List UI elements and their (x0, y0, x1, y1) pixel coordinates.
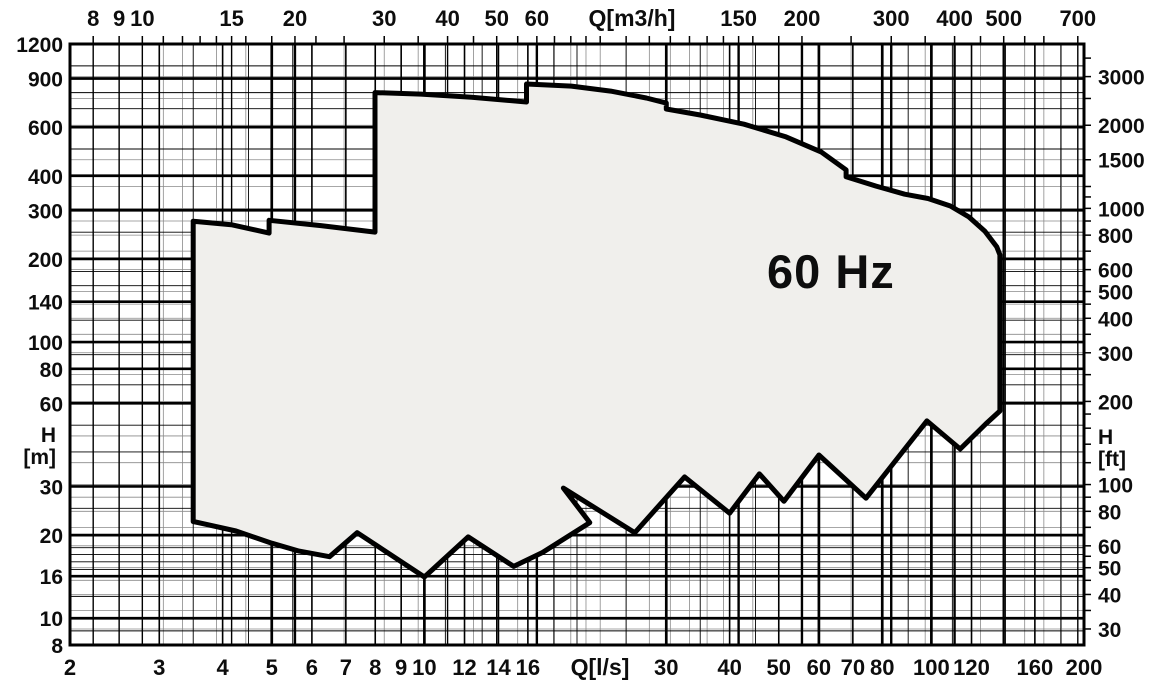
axis-tick-label: 300 (873, 6, 910, 31)
axis-tick-label: 80 (870, 655, 894, 680)
axis-tick-label: 120 (953, 655, 990, 680)
axis-tick-label: 200 (784, 6, 821, 31)
axis-tick-label: 1500 (1098, 150, 1145, 173)
top-axis-ticks (92, 36, 1079, 44)
axis-tick-label: 5 (266, 655, 278, 680)
axis-tick-label: 80 (40, 359, 63, 382)
left-axis-labels: 1200 900 600 400 300 200 140 100 80 60 30 20 16 10 8 H[… (16, 34, 63, 658)
axis-tick-label: 200 (1066, 655, 1103, 680)
axis-tick-label: 9 (395, 655, 407, 680)
axis-tick-label: 400 (1098, 308, 1133, 331)
axis-tick-label: 3000 (1098, 67, 1145, 90)
axis-tick-label: 3 (153, 655, 165, 680)
axis-tick-label: 100 (913, 655, 950, 680)
axis-tick-label: 800 (1098, 225, 1133, 248)
axis-tick-label: 500 (1098, 282, 1133, 305)
axis-tick-label: 500 (985, 6, 1022, 31)
axis-tick-label: 70 (841, 655, 865, 680)
axis-tick-label: 10 (130, 6, 154, 31)
pump-envelope-region (190, 81, 1003, 580)
axis-tick-label: 80 (1098, 501, 1121, 524)
axis-tick-label: 30 (40, 476, 63, 499)
axis-tick-label: 300 (1098, 343, 1133, 366)
right-axis-title: H (1098, 426, 1113, 449)
top-axis-labels: 8 9 10 15 20 30 40 50 60 150 200 300 400 500 700 Q[m3/h… (87, 5, 1096, 31)
axis-tick-label: 60 (1098, 536, 1121, 559)
axis-tick-label: 4 (216, 655, 229, 680)
axis-tick-label: 50 (1098, 558, 1121, 581)
axis-tick-label: 400 (28, 166, 63, 189)
axis-tick-label: 700 (1059, 6, 1096, 31)
axis-tick-label: 600 (28, 117, 63, 140)
left-axis-title: H (41, 424, 56, 447)
axis-tick-label: 1000 (1098, 198, 1145, 221)
axis-tick-label: 60 (525, 6, 549, 31)
axis-tick-label: 160 (1017, 655, 1054, 680)
axis-tick-label: 100 (1098, 475, 1133, 498)
axis-tick-label: 300 (28, 200, 63, 223)
axis-tick-label: 8 (369, 655, 381, 680)
axis-tick-label: 30 (654, 655, 678, 680)
axis-tick-label: 50 (484, 6, 508, 31)
axis-tick-label: 1200 (16, 34, 63, 57)
axis-tick-label: 40 (717, 655, 741, 680)
axis-tick-label: 40 (435, 6, 459, 31)
axis-tick-label: 60 (807, 655, 831, 680)
axis-tick-label: 150 (720, 6, 757, 31)
right-axis-ticks (1084, 57, 1091, 630)
axis-tick-label: 60 (40, 393, 63, 416)
axis-tick-label: 7 (340, 655, 352, 680)
right-axis-title: [ft] (1098, 448, 1126, 471)
axis-tick-label: 2 (64, 655, 76, 680)
axis-tick-label: 200 (28, 249, 63, 272)
axis-tick-label: 600 (1098, 260, 1133, 283)
axis-tick-label: 30 (372, 6, 396, 31)
axis-tick-label: 12 (452, 655, 476, 680)
axis-tick-label: 9 (113, 6, 125, 31)
axis-tick-label: 200 (1098, 391, 1133, 414)
left-axis-title: [m] (23, 446, 56, 469)
axis-tick-label: 6 (306, 655, 318, 680)
axis-tick-label: 20 (283, 6, 307, 31)
bottom-axis-labels: 2 3 4 5 6 7 8 9 10 12 14 16 30 40 50 60 70 80 100 120 160 200… (64, 654, 1102, 680)
bottom-axis-title: Q[l/s] (571, 654, 630, 680)
plot-frame (68, 42, 1086, 647)
axis-tick-label: 2000 (1098, 115, 1145, 138)
frequency-annotation: 60 Hz (767, 245, 895, 298)
axis-tick-label: 400 (936, 6, 973, 31)
axis-tick-label: 8 (51, 635, 63, 658)
axis-tick-label: 900 (28, 69, 63, 92)
axis-tick-label: 50 (767, 655, 791, 680)
axis-tick-label: 8 (87, 6, 99, 31)
axis-tick-label: 16 (516, 655, 540, 680)
axis-tick-label: 14 (486, 655, 511, 680)
axis-tick-label: 16 (40, 566, 63, 589)
axis-tick-label: 20 (40, 525, 63, 548)
axis-tick-label: 15 (219, 6, 243, 31)
axis-tick-label: 140 (28, 292, 63, 315)
axis-tick-label: 30 (1098, 619, 1121, 642)
axis-tick-label: 10 (412, 655, 436, 680)
axis-tick-label: 40 (1098, 584, 1121, 607)
axis-tick-label: 10 (40, 608, 63, 631)
top-axis-title: Q[m3/h] (589, 5, 676, 31)
axis-tick-label: 100 (28, 332, 63, 355)
